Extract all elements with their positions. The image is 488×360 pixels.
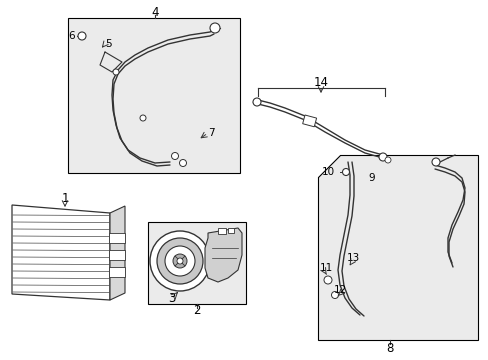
Text: 14: 14 <box>313 76 328 89</box>
Polygon shape <box>204 228 242 282</box>
Circle shape <box>157 238 203 284</box>
Bar <box>148 222 245 304</box>
Text: 6: 6 <box>68 31 75 41</box>
Circle shape <box>164 246 195 276</box>
Circle shape <box>171 153 178 159</box>
Bar <box>109 233 125 243</box>
Polygon shape <box>317 155 477 340</box>
Text: 10: 10 <box>321 167 334 177</box>
Text: 4: 4 <box>151 5 159 18</box>
Circle shape <box>78 32 86 40</box>
Bar <box>218 228 225 234</box>
Text: 9: 9 <box>368 173 375 183</box>
Circle shape <box>150 231 209 291</box>
Circle shape <box>331 292 338 298</box>
Bar <box>109 267 125 277</box>
Circle shape <box>179 159 186 166</box>
Polygon shape <box>110 206 125 300</box>
Circle shape <box>324 276 331 284</box>
Bar <box>227 228 234 233</box>
Circle shape <box>209 23 220 33</box>
Circle shape <box>140 115 146 121</box>
Text: 7: 7 <box>207 128 214 138</box>
Text: 13: 13 <box>346 253 359 263</box>
Circle shape <box>342 168 349 175</box>
Text: 8: 8 <box>386 342 393 355</box>
Text: 1: 1 <box>61 192 69 204</box>
Text: 3: 3 <box>168 292 175 305</box>
Text: 12: 12 <box>333 285 346 295</box>
Circle shape <box>177 258 183 264</box>
Text: 5: 5 <box>104 39 111 49</box>
Circle shape <box>113 69 119 75</box>
Bar <box>68 18 240 173</box>
Circle shape <box>431 158 439 166</box>
Circle shape <box>384 157 390 163</box>
Bar <box>302 115 316 127</box>
Bar <box>109 250 125 260</box>
Circle shape <box>252 98 261 106</box>
Text: 11: 11 <box>319 263 332 273</box>
Text: 2: 2 <box>193 305 201 318</box>
Polygon shape <box>12 205 110 300</box>
Circle shape <box>173 254 186 268</box>
Circle shape <box>378 153 386 161</box>
